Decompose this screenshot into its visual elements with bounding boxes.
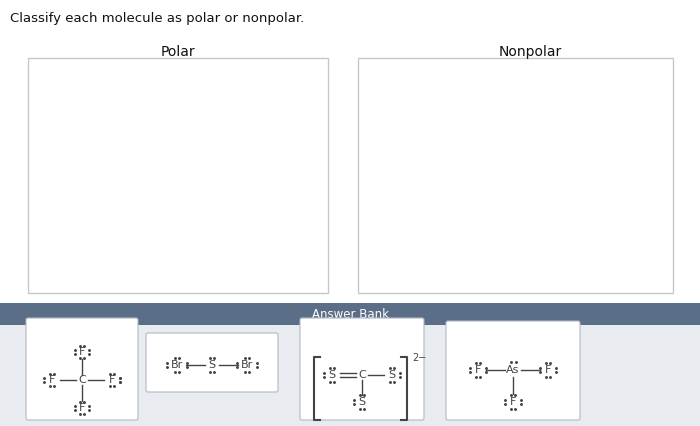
FancyBboxPatch shape (146, 333, 278, 392)
FancyBboxPatch shape (0, 303, 700, 325)
Text: S: S (209, 360, 216, 370)
Text: F: F (79, 403, 85, 413)
Text: C: C (78, 375, 86, 385)
Text: F: F (475, 365, 481, 375)
Text: Polar: Polar (161, 45, 195, 59)
FancyBboxPatch shape (300, 318, 424, 420)
Text: F: F (49, 375, 55, 385)
Text: As: As (506, 365, 519, 375)
Text: F: F (510, 397, 516, 407)
Text: S: S (389, 370, 396, 380)
Text: F: F (545, 365, 551, 375)
Text: S: S (358, 397, 365, 407)
Text: Answer Bank: Answer Bank (312, 308, 388, 320)
Text: C: C (358, 370, 366, 380)
FancyBboxPatch shape (446, 321, 580, 420)
Text: Nonpolar: Nonpolar (498, 45, 561, 59)
FancyBboxPatch shape (358, 58, 673, 293)
FancyBboxPatch shape (26, 318, 138, 420)
Text: S: S (328, 370, 335, 380)
Text: 2−: 2− (412, 353, 426, 363)
Text: Br: Br (241, 360, 253, 370)
Text: F: F (79, 347, 85, 357)
Text: Br: Br (171, 360, 183, 370)
FancyBboxPatch shape (28, 58, 328, 293)
Text: F: F (108, 375, 116, 385)
Text: Classify each molecule as polar or nonpolar.: Classify each molecule as polar or nonpo… (10, 12, 304, 25)
FancyBboxPatch shape (0, 325, 700, 426)
